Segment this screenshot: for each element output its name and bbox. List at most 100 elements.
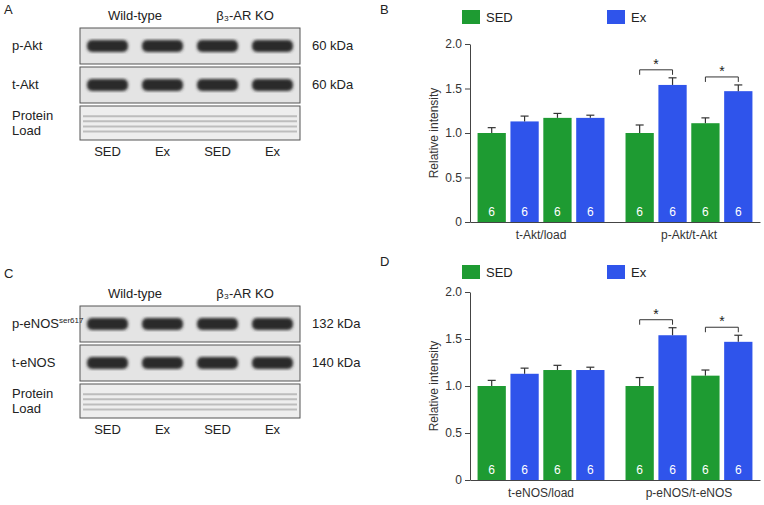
panel-label: D [380, 254, 389, 269]
error-bar-stem [557, 365, 558, 370]
y-tick: 1.0 [445, 379, 470, 393]
x-tick-label: t-eNOS/load [508, 486, 574, 500]
legend-swatch [607, 10, 625, 24]
bar [576, 118, 604, 222]
y-tick-label: 0 [455, 215, 462, 229]
y-tick-label: 2.0 [445, 37, 462, 51]
error-bar [553, 113, 561, 117]
y-tick-mark [465, 89, 470, 90]
significance-label: * [653, 306, 659, 322]
blot-lane-label: Ex [155, 422, 171, 437]
n-label: 6 [735, 205, 742, 219]
bar [478, 386, 506, 480]
error-bar-cap [734, 84, 742, 85]
error-bar-stem [491, 128, 492, 133]
y-tick: 0 [455, 215, 470, 229]
legend-swatch [462, 265, 480, 279]
bar [691, 376, 719, 480]
y-tick-mark [465, 339, 470, 340]
blot-band [142, 40, 183, 52]
blot-lane-label: Ex [265, 144, 281, 159]
error-bar [701, 370, 709, 376]
error-bar [701, 118, 709, 123]
y-tick-label: 1.0 [445, 126, 462, 140]
blot-lane-label: Ex [155, 144, 171, 159]
error-bar-cap [701, 369, 709, 370]
bar [724, 342, 752, 480]
legend-item: SED [462, 265, 513, 280]
blot-row-label: ProteinLoad [12, 386, 53, 416]
blot-row-label-sup: ser617 [59, 316, 84, 325]
error-bar [669, 328, 677, 336]
y-tick-label: 0.5 [445, 171, 462, 185]
error-bar-cap [488, 380, 496, 381]
n-label: 6 [702, 463, 709, 477]
blot-band [142, 79, 183, 91]
blot-row-label-line: Load [12, 401, 41, 416]
n-label: 6 [636, 205, 643, 219]
bar [510, 121, 538, 222]
x-axis: t-eNOS/load p-eNOS/t-eNOS [471, 481, 761, 501]
y-axis-title: Relative intensity [427, 341, 441, 432]
blot-band [252, 40, 293, 52]
y-tick-mark [465, 133, 470, 134]
error-bar-stem [705, 370, 706, 376]
error-bar-cap [586, 367, 594, 368]
bar [626, 386, 654, 480]
error-bar [734, 335, 742, 342]
y-tick-label: 1.5 [445, 332, 462, 346]
blot-lane-label: SED [94, 422, 121, 437]
n-label: 6 [587, 205, 594, 219]
blot-band [142, 357, 183, 369]
y-tick-mark [465, 433, 470, 434]
error-bar-cap [734, 335, 742, 336]
error-bar-cap [636, 377, 644, 378]
blot-load-stripe [83, 131, 297, 133]
x-tick: p-eNOS/t-eNOS [646, 486, 733, 500]
bar [478, 133, 506, 222]
x-axis: t-Akt/loadp-Akt/t-Akt [471, 223, 761, 243]
plot-texts: 66666666** [488, 56, 742, 219]
blot-band [197, 318, 238, 330]
blot-row-label-main: t-eNOS [12, 355, 56, 370]
y-axis: 0 0.5 1.0 1.5 2.0 [445, 37, 470, 229]
y-tick: 1.5 [445, 82, 470, 96]
error-bar-cap [488, 127, 496, 128]
significance-label: * [653, 56, 659, 72]
bar [576, 370, 604, 480]
blot-band [252, 79, 293, 91]
y-tick: 2.0 [445, 37, 470, 51]
blot-frame [80, 67, 300, 103]
blot-row-label-line: Load [12, 123, 41, 138]
error-bar [636, 125, 644, 133]
panel-label: C [4, 266, 13, 281]
blot-load-stripe [83, 393, 297, 395]
bar [724, 91, 752, 222]
x-axis-line [471, 222, 761, 223]
plot-marks [478, 78, 753, 222]
figure: ABCDWild-typeβ₃-AR KO60 kDap-Akt60 kDat-… [0, 0, 764, 505]
error-bar-cap [669, 327, 677, 328]
n-label: 6 [636, 463, 643, 477]
error-bar [488, 128, 496, 133]
blot-load-stripe [83, 409, 297, 411]
error-bar [521, 116, 529, 121]
blot-band [197, 40, 238, 52]
y-tick: 1.5 [445, 332, 470, 346]
blot-row-label: ProteinLoad [12, 108, 53, 138]
x-tick-label: p-eNOS/t-eNOS [646, 486, 733, 500]
n-label: 6 [488, 205, 495, 219]
bar [510, 374, 538, 480]
significance-label: * [719, 63, 725, 79]
blot-size: 140 kDa [312, 355, 361, 370]
bar [626, 133, 654, 222]
blot-row-label-main: p-eNOS [12, 316, 59, 331]
x-tick: p-Akt/t-Akt [661, 228, 718, 242]
y-tick-label: 1.5 [445, 82, 462, 96]
y-tick-label: 0 [455, 473, 462, 487]
error-bar [636, 378, 644, 386]
error-bar [586, 367, 594, 370]
error-bar-stem [557, 113, 558, 117]
y-tick: 1.0 [445, 126, 470, 140]
blot-size: 132 kDa [312, 316, 361, 331]
